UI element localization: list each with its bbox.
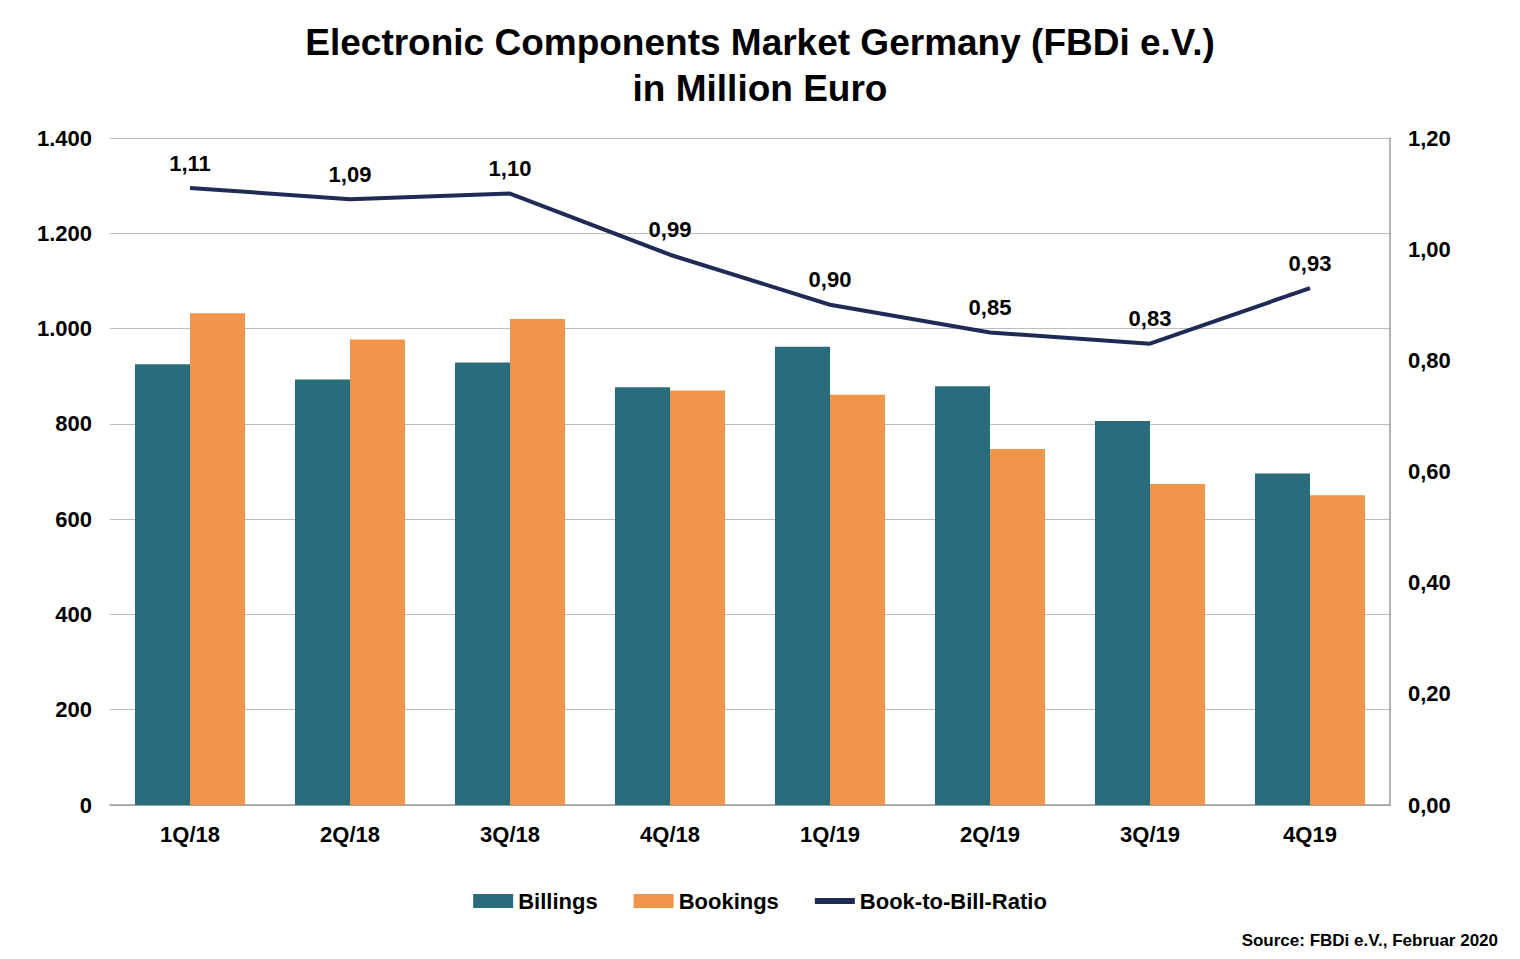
svg-text:0,20: 0,20 (1408, 681, 1451, 706)
svg-text:1,11: 1,11 (169, 151, 211, 176)
svg-text:0,80: 0,80 (1408, 348, 1451, 373)
svg-text:0,00: 0,00 (1408, 793, 1451, 818)
svg-text:3Q/19: 3Q/19 (1120, 822, 1180, 847)
svg-text:0,99: 0,99 (649, 217, 692, 242)
svg-text:2Q/19: 2Q/19 (960, 822, 1020, 847)
svg-text:1,09: 1,09 (329, 162, 372, 187)
svg-text:0,90: 0,90 (809, 267, 852, 292)
svg-text:1Q/19: 1Q/19 (800, 822, 860, 847)
svg-text:1,10: 1,10 (489, 156, 532, 181)
svg-text:1,20: 1,20 (1408, 126, 1451, 151)
svg-text:0: 0 (80, 793, 92, 818)
svg-text:0,60: 0,60 (1408, 459, 1451, 484)
svg-text:0,93: 0,93 (1289, 251, 1332, 276)
svg-text:0,83: 0,83 (1129, 306, 1172, 331)
svg-text:2Q/18: 2Q/18 (320, 822, 380, 847)
svg-text:1.400: 1.400 (37, 126, 92, 151)
svg-text:Electronic Components Market G: Electronic Components Market Germany (FB… (305, 22, 1214, 63)
svg-text:600: 600 (55, 507, 92, 532)
svg-text:Book-to-Bill-Ratio: Book-to-Bill-Ratio (860, 889, 1047, 914)
svg-text:Source: FBDi e.V., Februar 202: Source: FBDi e.V., Februar 2020 (1242, 931, 1498, 950)
svg-text:1.000: 1.000 (37, 316, 92, 341)
svg-text:in Million Euro: in Million Euro (633, 68, 888, 109)
svg-text:1Q/18: 1Q/18 (160, 822, 220, 847)
svg-text:800: 800 (55, 411, 92, 436)
svg-text:200: 200 (55, 697, 92, 722)
svg-text:4Q19: 4Q19 (1283, 822, 1337, 847)
svg-text:0,85: 0,85 (969, 295, 1012, 320)
svg-text:Bookings: Bookings (679, 889, 779, 914)
svg-text:0,40: 0,40 (1408, 570, 1451, 595)
svg-text:3Q/18: 3Q/18 (480, 822, 540, 847)
svg-text:1.200: 1.200 (37, 221, 92, 246)
svg-text:Billings: Billings (518, 889, 597, 914)
svg-text:1,00: 1,00 (1408, 237, 1451, 262)
svg-text:400: 400 (55, 602, 92, 627)
svg-text:4Q/18: 4Q/18 (640, 822, 700, 847)
